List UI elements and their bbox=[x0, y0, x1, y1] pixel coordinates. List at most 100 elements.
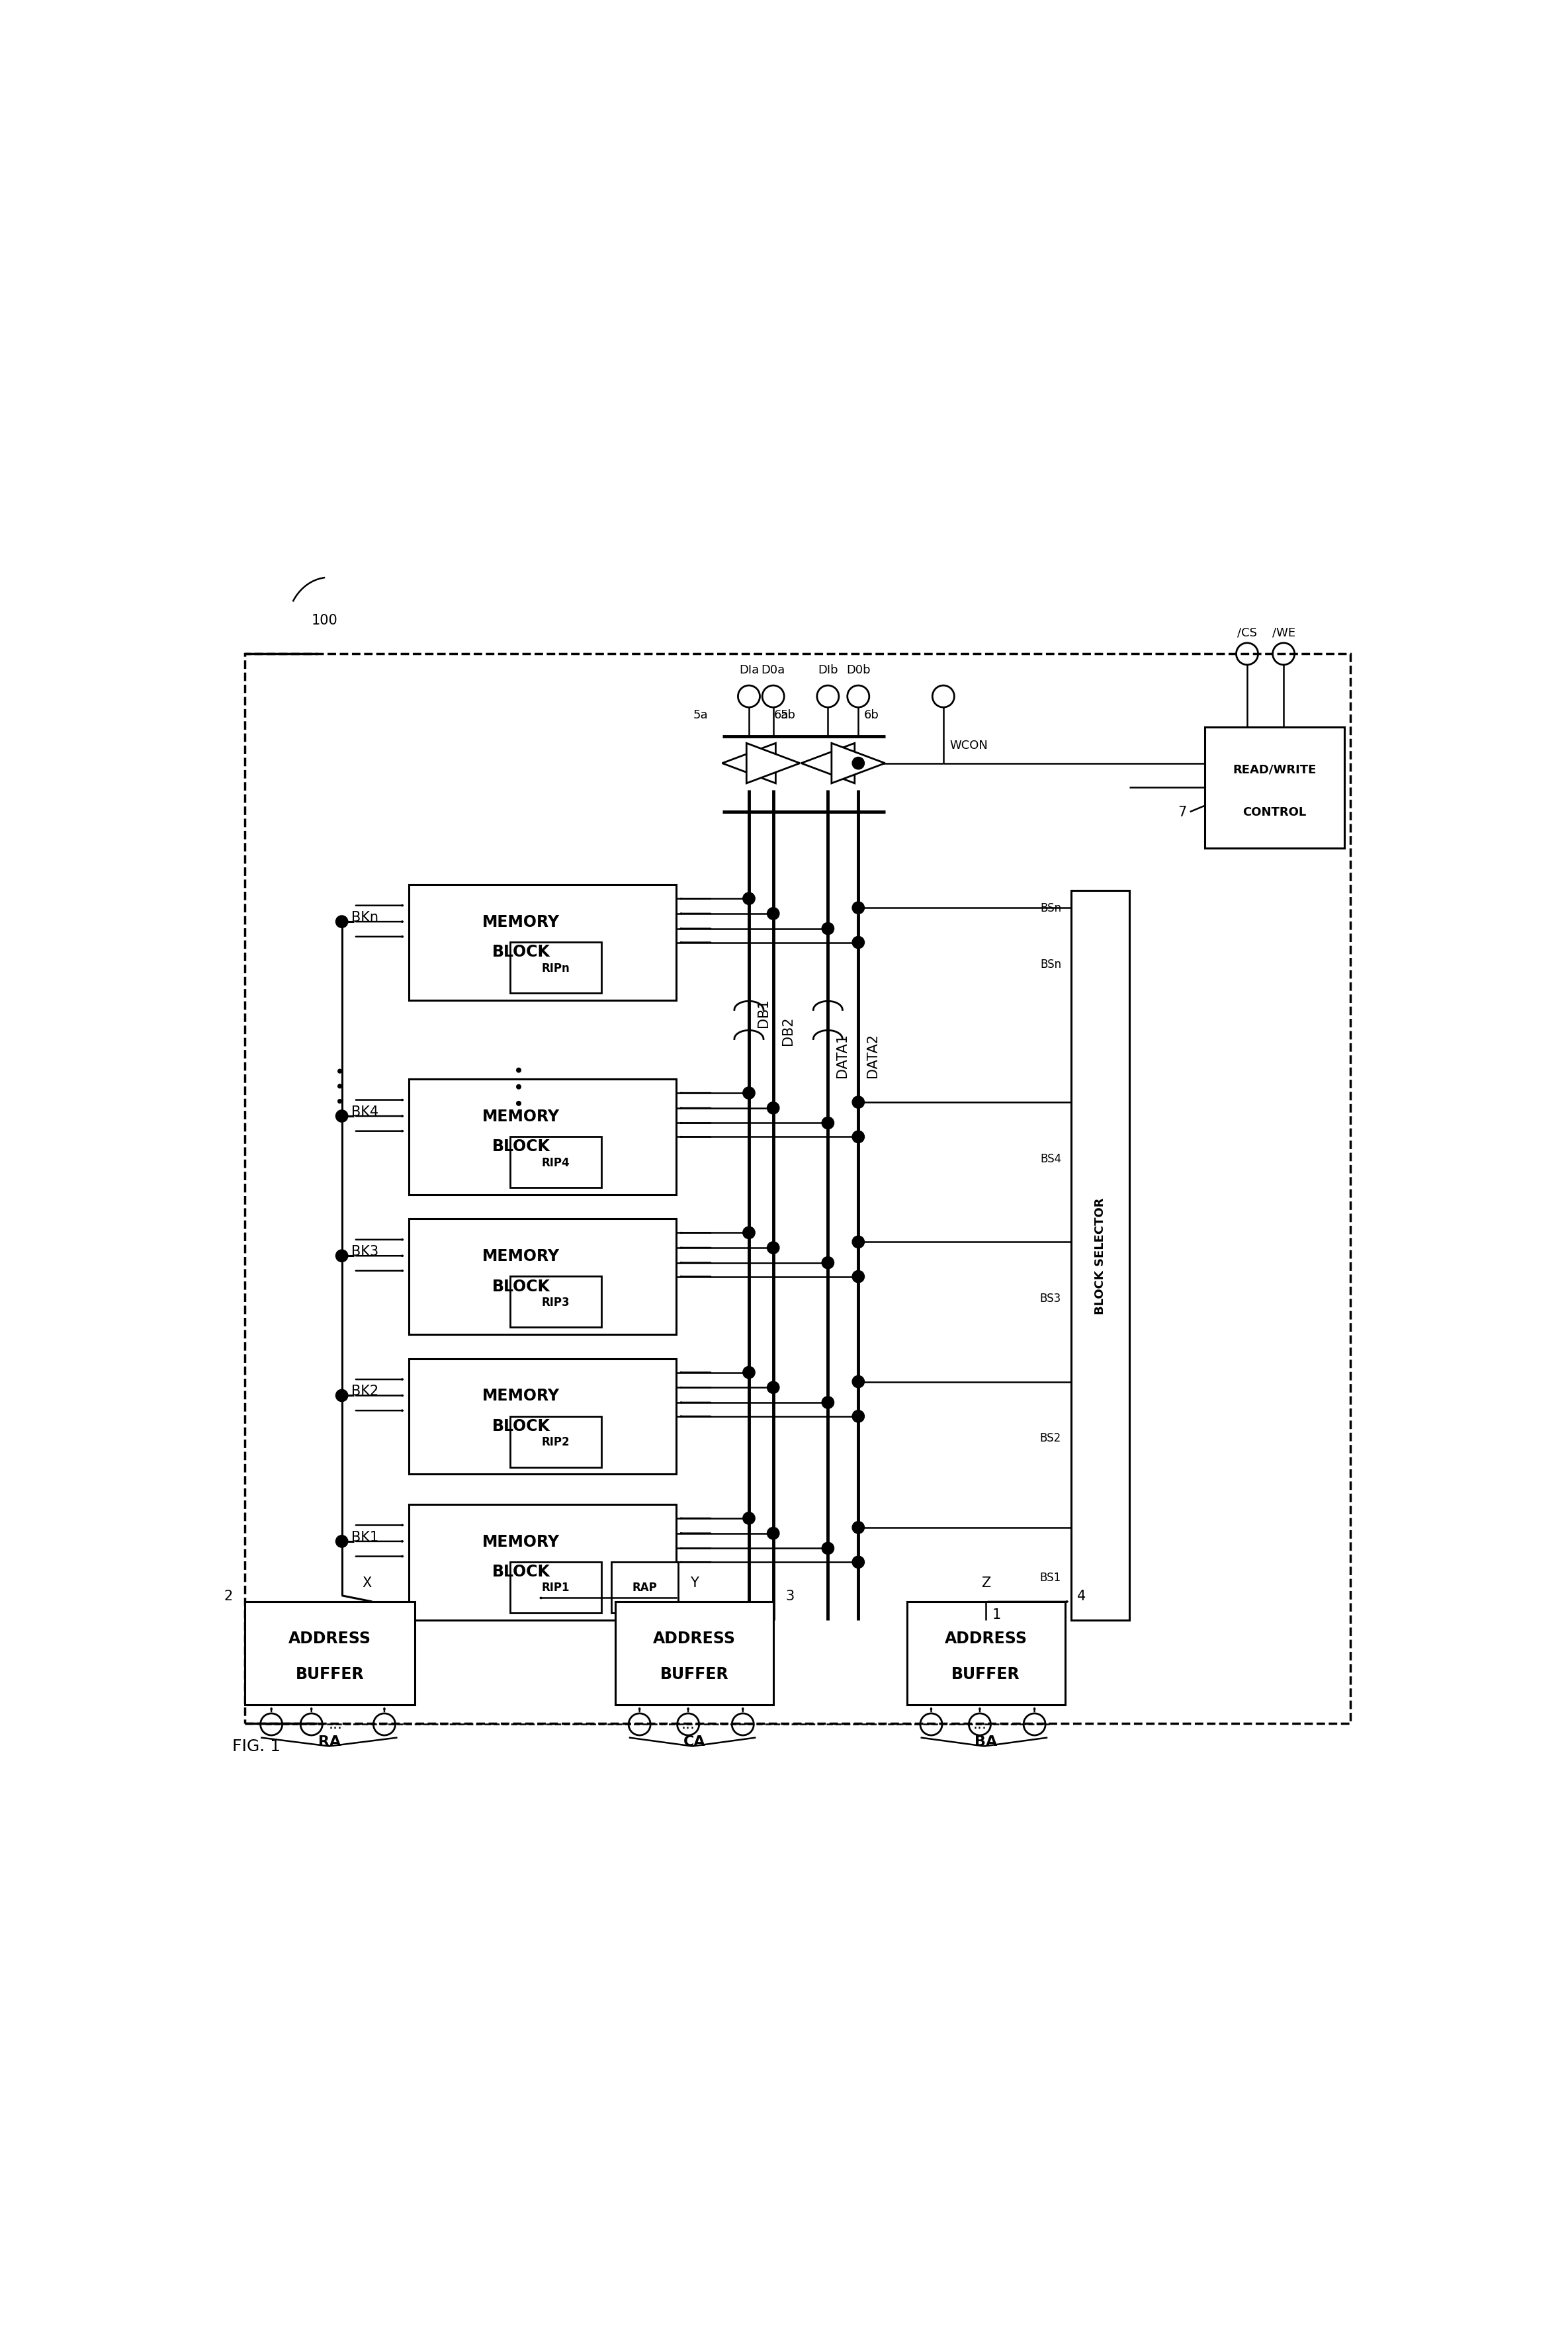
Circle shape bbox=[853, 1410, 864, 1424]
Bar bbox=[906, 1601, 1065, 1706]
Circle shape bbox=[822, 1542, 834, 1554]
Circle shape bbox=[853, 1377, 864, 1389]
Bar bbox=[409, 1358, 676, 1475]
Polygon shape bbox=[746, 743, 800, 783]
Text: DB2: DB2 bbox=[781, 1016, 795, 1046]
Text: BUFFER: BUFFER bbox=[952, 1666, 1021, 1682]
Circle shape bbox=[822, 1396, 834, 1410]
Text: X: X bbox=[362, 1575, 372, 1589]
Text: DIb: DIb bbox=[818, 664, 837, 676]
Circle shape bbox=[853, 937, 864, 948]
Text: 5a: 5a bbox=[693, 708, 709, 720]
Bar bbox=[615, 1601, 773, 1706]
Text: MEMORY: MEMORY bbox=[483, 913, 560, 930]
Text: MEMORY: MEMORY bbox=[483, 1109, 560, 1125]
Text: 6a: 6a bbox=[773, 708, 789, 720]
Text: MEMORY: MEMORY bbox=[483, 1533, 560, 1549]
Circle shape bbox=[336, 916, 348, 927]
Bar bbox=[510, 1561, 602, 1612]
Bar bbox=[1071, 890, 1129, 1619]
Text: /CS: /CS bbox=[1237, 627, 1258, 638]
Bar bbox=[612, 1561, 677, 1612]
Text: DB1: DB1 bbox=[757, 997, 770, 1028]
Text: Y: Y bbox=[690, 1575, 698, 1589]
Text: BS1: BS1 bbox=[1040, 1570, 1062, 1584]
Circle shape bbox=[743, 892, 756, 904]
Text: BK3: BK3 bbox=[351, 1244, 378, 1258]
Text: D0a: D0a bbox=[760, 664, 786, 676]
Text: MEMORY: MEMORY bbox=[483, 1389, 560, 1403]
Polygon shape bbox=[831, 743, 884, 783]
Text: BA: BA bbox=[975, 1736, 997, 1748]
Text: 7: 7 bbox=[1178, 806, 1187, 818]
Text: BSn: BSn bbox=[1040, 902, 1062, 913]
Text: BS3: BS3 bbox=[1040, 1293, 1062, 1305]
Bar bbox=[510, 1277, 602, 1328]
Bar bbox=[510, 1417, 602, 1468]
Circle shape bbox=[767, 1528, 779, 1540]
Circle shape bbox=[743, 1368, 756, 1379]
Text: 3: 3 bbox=[786, 1589, 793, 1603]
Circle shape bbox=[767, 1382, 779, 1393]
Text: RAP: RAP bbox=[632, 1582, 657, 1594]
Text: BUFFER: BUFFER bbox=[660, 1666, 729, 1682]
Circle shape bbox=[336, 1389, 348, 1403]
Polygon shape bbox=[801, 743, 855, 783]
Text: CONTROL: CONTROL bbox=[1243, 806, 1306, 818]
Circle shape bbox=[853, 1521, 864, 1533]
Text: ADDRESS: ADDRESS bbox=[289, 1631, 372, 1645]
Text: • • •: • • • bbox=[334, 1065, 350, 1104]
Text: 5b: 5b bbox=[781, 708, 795, 720]
Text: ...: ... bbox=[681, 1717, 695, 1731]
Circle shape bbox=[743, 1512, 756, 1524]
Text: BUFFER: BUFFER bbox=[295, 1666, 364, 1682]
Text: DIa: DIa bbox=[739, 664, 759, 676]
Text: 1: 1 bbox=[993, 1608, 1000, 1622]
Circle shape bbox=[767, 1242, 779, 1254]
Text: /WE: /WE bbox=[1272, 627, 1295, 638]
Text: RIP2: RIP2 bbox=[541, 1435, 569, 1447]
Text: ...: ... bbox=[972, 1717, 986, 1731]
Circle shape bbox=[336, 1535, 348, 1547]
Circle shape bbox=[853, 902, 864, 913]
Text: RA: RA bbox=[318, 1736, 340, 1748]
Circle shape bbox=[767, 1102, 779, 1114]
Text: BKn: BKn bbox=[351, 911, 378, 925]
Circle shape bbox=[767, 909, 779, 920]
Text: RIP4: RIP4 bbox=[541, 1156, 569, 1167]
Circle shape bbox=[853, 757, 864, 769]
Text: MEMORY: MEMORY bbox=[483, 1249, 560, 1265]
Circle shape bbox=[853, 1556, 864, 1568]
Text: BLOCK SELECTOR: BLOCK SELECTOR bbox=[1094, 1198, 1105, 1314]
Text: ADDRESS: ADDRESS bbox=[944, 1631, 1027, 1645]
Text: 100: 100 bbox=[312, 613, 337, 627]
Circle shape bbox=[853, 1237, 864, 1249]
Circle shape bbox=[822, 1118, 834, 1130]
Text: RIPn: RIPn bbox=[541, 962, 569, 974]
Text: ADDRESS: ADDRESS bbox=[652, 1631, 735, 1645]
Circle shape bbox=[743, 1228, 756, 1240]
Text: 2: 2 bbox=[224, 1589, 232, 1603]
Text: WCON: WCON bbox=[950, 739, 988, 750]
Text: Z: Z bbox=[982, 1575, 991, 1589]
Text: DATA2: DATA2 bbox=[866, 1032, 880, 1076]
Text: BK2: BK2 bbox=[351, 1384, 378, 1398]
Bar bbox=[510, 944, 602, 993]
Text: BK4: BK4 bbox=[351, 1104, 378, 1118]
Text: READ/WRITE: READ/WRITE bbox=[1232, 764, 1316, 776]
Circle shape bbox=[822, 1256, 834, 1270]
Bar bbox=[409, 1219, 676, 1335]
Circle shape bbox=[853, 1270, 864, 1284]
Text: CA: CA bbox=[684, 1736, 706, 1748]
Circle shape bbox=[822, 923, 834, 934]
Text: BLOCK: BLOCK bbox=[492, 1419, 550, 1433]
Text: • • •: • • • bbox=[511, 1062, 530, 1107]
Text: 4: 4 bbox=[1077, 1589, 1085, 1603]
Text: BLOCK: BLOCK bbox=[492, 1279, 550, 1293]
Text: ...: ... bbox=[329, 1717, 343, 1731]
Text: RIP3: RIP3 bbox=[541, 1295, 569, 1307]
Bar bbox=[409, 1505, 676, 1619]
Circle shape bbox=[336, 1111, 348, 1123]
Text: BLOCK: BLOCK bbox=[492, 1563, 550, 1580]
Polygon shape bbox=[723, 743, 776, 783]
